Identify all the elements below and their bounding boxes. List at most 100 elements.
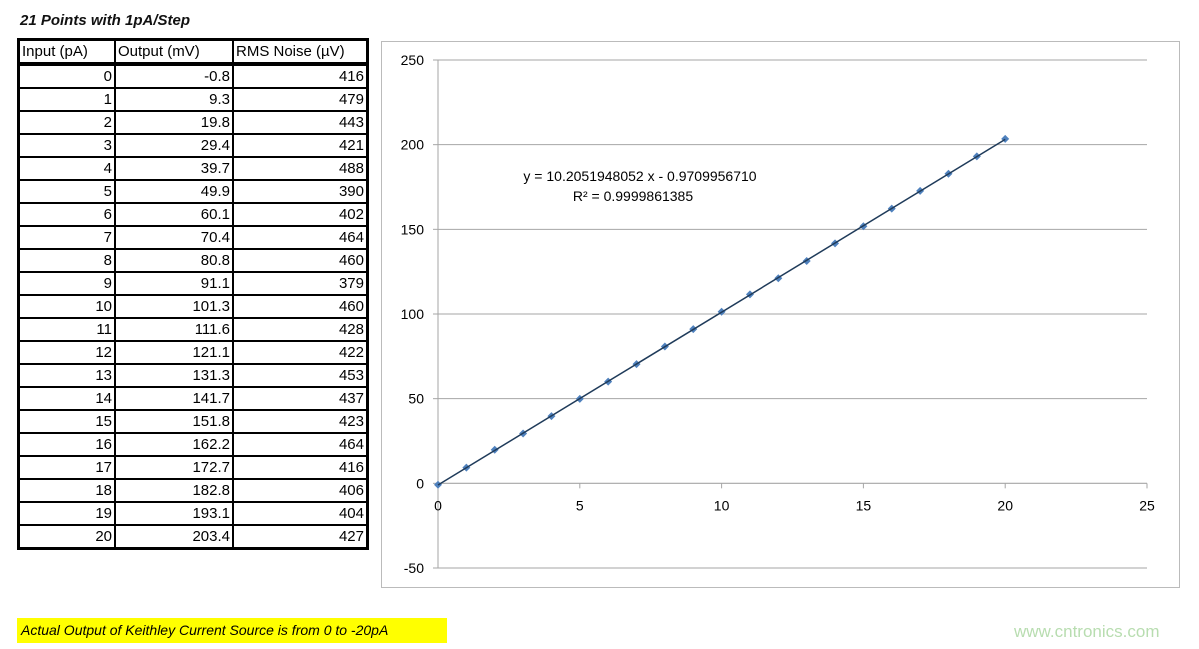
cell-output: 19.8 — [114, 110, 234, 135]
table-row: 0 -0.8 416 — [17, 63, 369, 89]
x-tick-label: 5 — [576, 497, 584, 513]
table-row: 18 182.8 406 — [17, 478, 369, 503]
cell-output: 172.7 — [114, 455, 234, 480]
table-row: 9 91.1 379 — [17, 271, 369, 296]
cell-input: 1 — [17, 87, 116, 112]
cell-output: 9.3 — [114, 87, 234, 112]
cell-input: 9 — [17, 271, 116, 296]
cell-noise: 428 — [232, 317, 369, 342]
table-title: 21 Points with 1pA/Step — [20, 12, 191, 29]
cell-noise: 464 — [232, 432, 369, 457]
header-output: Output (mV) — [114, 38, 234, 66]
cell-input: 6 — [17, 202, 116, 227]
cell-output: 141.7 — [114, 386, 234, 411]
y-tick-label: 250 — [401, 52, 425, 68]
x-tick-label: 20 — [997, 497, 1013, 513]
cell-input: 17 — [17, 455, 116, 480]
cell-output: 162.2 — [114, 432, 234, 457]
cell-noise: 404 — [232, 501, 369, 526]
table-row: 16 162.2 464 — [17, 432, 369, 457]
note: Actual Output of Keithley Current Source… — [17, 618, 447, 643]
cell-input: 18 — [17, 478, 116, 503]
cell-output: 91.1 — [114, 271, 234, 296]
table-row: 6 60.1 402 — [17, 202, 369, 227]
x-tick-label: 10 — [714, 497, 730, 513]
table-row: 15 151.8 423 — [17, 409, 369, 434]
table-row: 11 111.6 428 — [17, 317, 369, 342]
cell-output: 29.4 — [114, 133, 234, 158]
cell-noise: 460 — [232, 248, 369, 273]
cell-input: 3 — [17, 133, 116, 158]
trendline-equation: y = 10.2051948052 x - 0.9709956710 — [523, 168, 756, 184]
cell-output: 101.3 — [114, 294, 234, 319]
cell-output: 70.4 — [114, 225, 234, 250]
trendline — [437, 138, 1006, 486]
cell-noise: 402 — [232, 202, 369, 227]
data-table: Input (pA) Output (mV) RMS Noise (µV) 0-… — [17, 38, 369, 550]
cell-output: 193.1 — [114, 501, 234, 526]
cell-input: 10 — [17, 294, 116, 319]
x-tick-label: 15 — [856, 497, 872, 513]
cell-output: 39.7 — [114, 156, 234, 181]
cell-noise: 406 — [232, 478, 369, 503]
cell-noise: 453 — [232, 363, 369, 388]
cell-input: 19 — [17, 501, 116, 526]
y-tick-label: 150 — [401, 221, 425, 237]
table-row: 5 49.9 390 — [17, 179, 369, 204]
cell-output: 203.4 — [114, 524, 234, 550]
cell-noise: 427 — [232, 524, 369, 550]
cell-noise: 488 — [232, 156, 369, 181]
y-tick-label: -50 — [404, 560, 424, 576]
cell-output: 60.1 — [114, 202, 234, 227]
table-row: 13 131.3 453 — [17, 363, 369, 388]
cell-noise: 464 — [232, 225, 369, 250]
cell-input: 20 — [17, 524, 116, 550]
cell-output: 131.3 — [114, 363, 234, 388]
table-row: 14 141.7 437 — [17, 386, 369, 411]
chart-svg: -50 0 50 100 150 200 250 0 5 10 15 20 25 y = 10.20519… — [401, 52, 1155, 576]
table-row: 12 121.1 422 — [17, 340, 369, 365]
cell-output: 80.8 — [114, 248, 234, 273]
table-row: 19 193.1 404 — [17, 501, 369, 526]
table-row: 3 29.4 421 — [17, 133, 369, 158]
x-tick-label: 0 — [434, 497, 442, 513]
table-row: 8 80.8 460 — [17, 248, 369, 273]
table-row: 4 39.7 488 — [17, 156, 369, 181]
y-tick-label: 50 — [408, 391, 424, 407]
watermark: www.cntronics.com — [1014, 622, 1160, 641]
chart: -50 0 50 100 150 200 250 0 5 10 15 20 25 y = 10.20519… — [381, 41, 1180, 588]
table-row: 2 19.8 443 — [17, 110, 369, 135]
cell-input: 11 — [17, 317, 116, 342]
cell-input: 12 — [17, 340, 116, 365]
table-row: 20 203.4 427 — [17, 524, 369, 550]
cell-input: 7 — [17, 225, 116, 250]
y-tick-label: 0 — [416, 475, 424, 491]
y-tick-label: 100 — [401, 306, 425, 322]
cell-input: 13 — [17, 363, 116, 388]
table-header-row: Input (pA) Output (mV) RMS Noise (µV) — [17, 38, 369, 66]
r-squared: R² = 0.9999861385 — [573, 188, 693, 204]
header-noise: RMS Noise (µV) — [232, 38, 369, 66]
cell-noise: 421 — [232, 133, 369, 158]
cell-output: 111.6 — [114, 317, 234, 342]
table-row: 7 70.4 464 — [17, 225, 369, 250]
y-tick-label: 200 — [401, 137, 425, 153]
cell-noise: 479 — [232, 87, 369, 112]
cell-input: 16 — [17, 432, 116, 457]
x-tick-label: 25 — [1139, 497, 1155, 513]
cell-output: 49.9 — [114, 179, 234, 204]
cell-noise: 416 — [232, 455, 369, 480]
cell-output: 121.1 — [114, 340, 234, 365]
cell-noise: 443 — [232, 110, 369, 135]
table-row: 17 172.7 416 — [17, 455, 369, 480]
cell-input: 15 — [17, 409, 116, 434]
cell-noise: 379 — [232, 271, 369, 296]
cell-input: 0 — [17, 63, 116, 89]
header-input: Input (pA) — [17, 38, 116, 66]
cell-noise: 390 — [232, 179, 369, 204]
cell-input: 14 — [17, 386, 116, 411]
cell-noise: 416 — [232, 63, 369, 89]
table-row: 10 101.3 460 — [17, 294, 369, 319]
cell-noise: 460 — [232, 294, 369, 319]
cell-output: -0.8 — [114, 63, 234, 89]
